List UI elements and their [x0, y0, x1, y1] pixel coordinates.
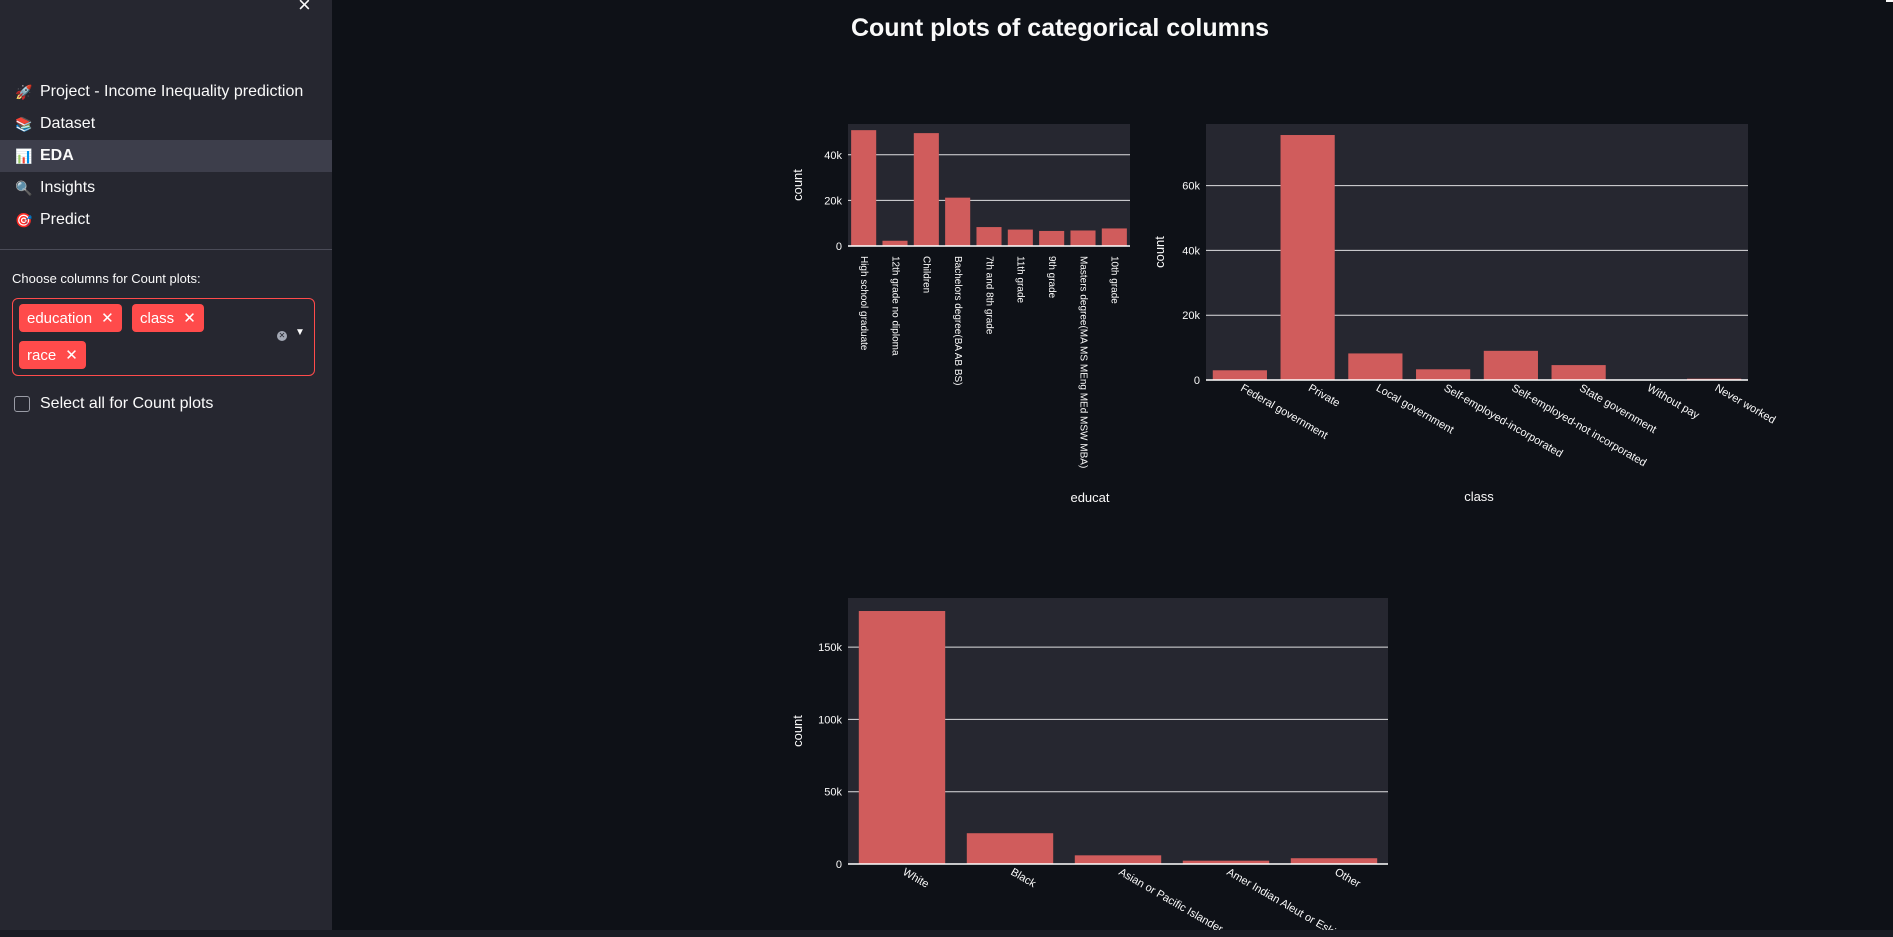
sidebar-item-dataset[interactable]: 📚 Dataset	[0, 108, 332, 140]
chevron-down-icon[interactable]: ▼	[295, 327, 305, 338]
education-count-chart: 0 20k 40k High school graduate 12th grade no…	[790, 124, 1130, 505]
x-tick-label: 12th grade no diploma	[889, 256, 900, 356]
tag-class: class ✕	[132, 304, 204, 332]
x-tick-label: Amer Indian Aleut or Eskimo	[1225, 866, 1351, 930]
x-axis-title: educat	[1070, 490, 1109, 505]
y-axis-title: count	[790, 715, 805, 747]
select-all-checkbox[interactable]: Select all for Count plots	[14, 395, 213, 413]
y-axis-title: count	[790, 169, 805, 201]
bar	[913, 133, 939, 246]
y-axis-title: count	[1152, 236, 1167, 268]
x-tick-label: 10th grade	[1109, 256, 1120, 304]
sidebar-item-predict[interactable]: 🎯 Predict	[0, 204, 332, 236]
rocket-icon: 🚀	[15, 83, 33, 100]
y-tick-label: 20k	[824, 195, 842, 207]
books-icon: 📚	[15, 115, 33, 132]
x-tick-label: Children	[921, 256, 932, 293]
bar	[1290, 858, 1378, 864]
sidebar-item-label: Predict	[40, 211, 90, 228]
bar	[882, 240, 908, 246]
x-tick-label: Bachelors degree(BA AB BS)	[952, 256, 963, 386]
sidebar-item-label: Project - Income Inequality prediction	[40, 83, 304, 100]
bar	[1101, 228, 1127, 246]
top-right-menu-icon[interactable]	[1886, 0, 1893, 2]
checkbox-label: Select all for Count plots	[40, 395, 214, 412]
y-tick-label: 20k	[1182, 310, 1200, 322]
sidebar-item-label: EDA	[40, 147, 74, 164]
bar	[1182, 860, 1270, 864]
x-tick-label: Without pay	[1645, 382, 1702, 422]
tag-label: race	[27, 346, 57, 364]
columns-multiselect[interactable]: education ✕ class ✕ race ✕ ✕ ▼	[12, 298, 315, 376]
checkbox-box[interactable]	[14, 396, 30, 412]
sidebar: × 🚀 Project - Income Inequality predicti…	[0, 0, 332, 937]
x-tick-label: Never worked	[1713, 382, 1778, 426]
magnifier-icon: 🔍	[15, 179, 33, 196]
y-tick-label: 0	[836, 859, 842, 871]
x-tick-label: Private	[1306, 382, 1342, 410]
y-tick-label: 40k	[1182, 245, 1200, 257]
x-tick-label: 11th grade	[1015, 256, 1026, 304]
clear-all-icon[interactable]: ✕	[277, 331, 287, 341]
bar	[1483, 350, 1538, 380]
x-tick-label: Asian or Pacific Islander	[1117, 866, 1225, 930]
sidebar-divider	[0, 249, 332, 250]
y-tick-label: 150k	[818, 642, 842, 654]
bar	[945, 197, 971, 246]
bar	[1074, 855, 1162, 864]
bar	[1348, 353, 1403, 380]
tag-education: education ✕	[19, 304, 122, 332]
x-tick-label: Self-employed-not incorporated	[1509, 382, 1648, 469]
y-tick-label: 40k	[824, 150, 842, 162]
bar	[1551, 365, 1606, 380]
bar	[1416, 369, 1471, 380]
y-tick-label: 0	[836, 241, 842, 253]
sidebar-item-project[interactable]: 🚀 Project - Income Inequality prediction	[0, 76, 332, 108]
close-sidebar-icon[interactable]: ×	[298, 0, 311, 17]
bar	[1039, 230, 1065, 246]
sidebar-item-eda[interactable]: 📊 EDA	[0, 140, 332, 172]
remove-tag-icon[interactable]: ✕	[101, 310, 114, 327]
remove-tag-icon[interactable]: ✕	[65, 347, 78, 364]
bar-chart-icon: 📊	[15, 147, 33, 164]
bar	[976, 227, 1002, 246]
x-tick-label: High school graduate	[858, 256, 869, 351]
x-tick-label: Masters degree(MA MS MEng MEd MSW MBA)	[1077, 256, 1088, 468]
x-tick-label: Black	[1009, 866, 1039, 890]
bar	[1007, 229, 1033, 246]
x-tick-label: 9th grade	[1046, 256, 1057, 299]
bar	[1070, 230, 1096, 246]
bar	[1212, 370, 1267, 380]
y-tick-label: 100k	[818, 714, 842, 726]
sidebar-item-insights[interactable]: 🔍 Insights	[0, 172, 332, 204]
x-axis-title: class	[1464, 489, 1494, 504]
bar	[851, 130, 877, 246]
x-tick-label: White	[901, 866, 931, 890]
y-tick-label: 60k	[1182, 181, 1200, 193]
tag-label: education	[27, 309, 93, 327]
sidebar-nav: 🚀 Project - Income Inequality prediction…	[0, 76, 332, 236]
y-tick-label: 50k	[824, 787, 842, 799]
remove-tag-icon[interactable]: ✕	[183, 310, 196, 327]
bottom-strip	[0, 930, 1893, 937]
page-title: Count plots of categorical columns	[850, 14, 1270, 42]
plot-area	[848, 124, 1130, 246]
sidebar-item-label: Dataset	[40, 115, 96, 132]
x-tick-label: 7th and 8th grade	[983, 256, 994, 335]
x-tick-label: Other	[1333, 866, 1363, 890]
target-icon: 🎯	[15, 211, 33, 228]
bar	[1280, 135, 1335, 380]
race-count-chart: 0 50k 100k 150k White Black Asian or Pacific I…	[790, 598, 1388, 930]
sidebar-item-label: Insights	[40, 179, 96, 196]
bar	[858, 611, 946, 864]
tag-label: class	[140, 309, 175, 327]
multiselect-label: Choose columns for Count plots:	[12, 271, 201, 286]
y-tick-label: 0	[1194, 375, 1200, 387]
tag-race: race ✕	[19, 341, 86, 369]
bar	[966, 833, 1054, 864]
x-tick-label: Self-employed-incorporated	[1442, 382, 1565, 460]
